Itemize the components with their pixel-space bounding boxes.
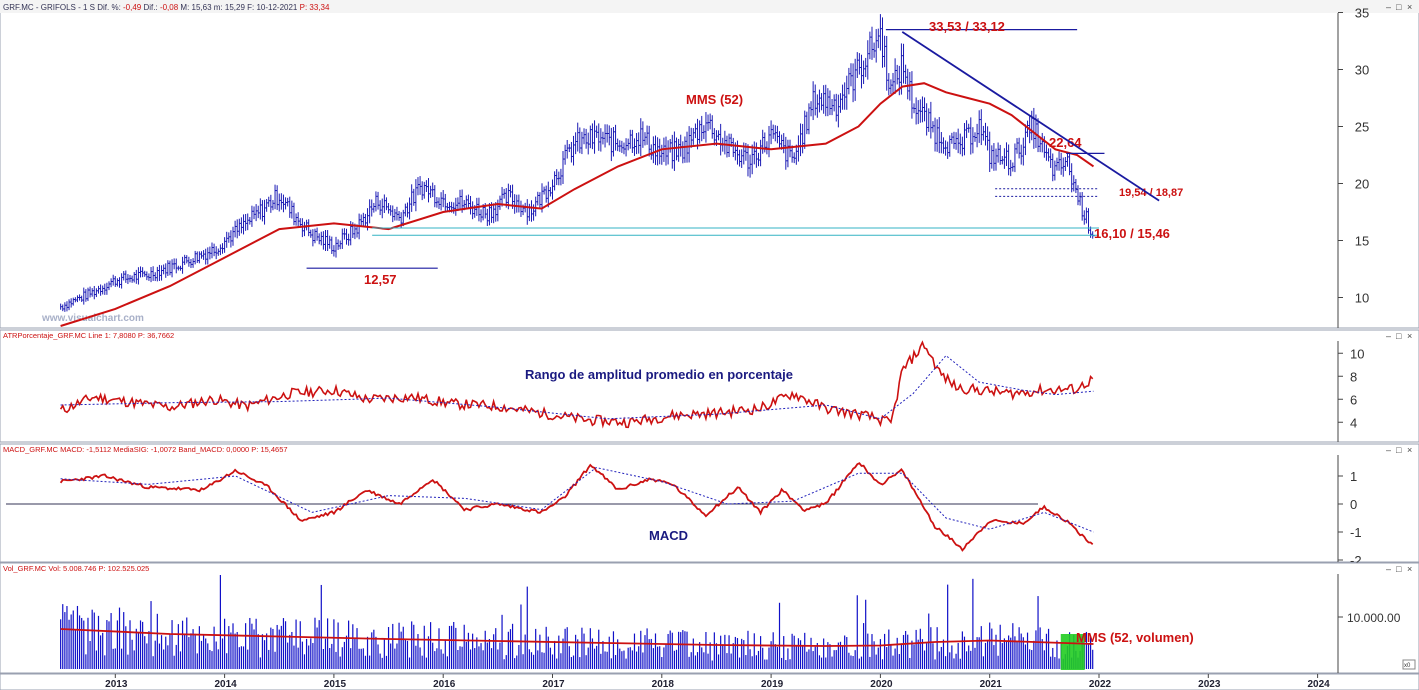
header-field: F: 10-12-2021 <box>245 3 298 12</box>
volume-mms-line <box>60 628 1094 647</box>
volume-mms-label: MMS (52, volumen) <box>1076 630 1194 645</box>
header-field: -0,49 <box>121 3 142 12</box>
watermark: www.visualchart.com <box>41 313 144 324</box>
volume-header: Vol_GRF.MC Vol: 5.008.746 P: 102.525.025 <box>3 564 149 573</box>
time-tick-label: 2021 <box>980 679 1003 690</box>
atr-y-tick-label: 10 <box>1350 346 1364 361</box>
price-y-tick-label: 20 <box>1355 177 1369 192</box>
minimize-icon[interactable]: – <box>1386 445 1391 455</box>
macd-header: MACD_GRF.MC MACD: -1,5112 MediaSIG: -1,0… <box>3 445 288 454</box>
time-tick-label: 2017 <box>542 679 565 690</box>
time-tick-label: 2023 <box>1198 679 1221 690</box>
time-tick-label: 2016 <box>433 679 456 690</box>
atr-title: Rango de amplitud promedio en porcentaje <box>525 367 793 382</box>
scale-toggle-button[interactable] <box>1402 659 1416 670</box>
price-pane: GRF.MC - GRIFOLS - 1 S Dif. %: -0,49 Dif… <box>0 0 1419 329</box>
time-tick-label: 2015 <box>324 679 347 690</box>
header-field: Dif. %: <box>95 3 121 12</box>
level-label: 22,64 <box>1049 135 1082 150</box>
minimize-icon[interactable]: – <box>1386 2 1391 12</box>
price-y-tick-label: 15 <box>1355 234 1369 249</box>
close-icon[interactable]: × <box>1407 2 1412 12</box>
atr-y-tick-label: 4 <box>1350 415 1357 430</box>
close-icon[interactable]: × <box>1407 564 1412 574</box>
macd-signal-line <box>60 467 1094 533</box>
maximize-icon[interactable]: □ <box>1396 331 1402 341</box>
time-tick-label: 2022 <box>1089 679 1112 690</box>
time-tick-label: 2018 <box>652 679 675 690</box>
price-header: GRF.MC - GRIFOLS - 1 S Dif. %: -0,49 Dif… <box>3 3 330 12</box>
volume-pane-frame <box>0 562 1419 674</box>
macd-pane-frame <box>0 443 1419 563</box>
atr-window-controls[interactable]: – □ × <box>1386 331 1412 341</box>
maximize-icon[interactable]: □ <box>1396 445 1402 455</box>
macd-y-tick-label: 0 <box>1350 497 1357 512</box>
atr-pane: ATRPorcentaje_GRF.MC Line 1: 7,8080 P: 3… <box>0 329 1419 443</box>
volume-pane: Vol_GRF.MC Vol: 5.008.746 P: 102.525.025… <box>0 562 1419 674</box>
price-y-tick-label: 30 <box>1355 63 1369 78</box>
resistance-label: 33,53 / 33,12 <box>929 19 1005 34</box>
atr-pane-frame <box>0 329 1419 443</box>
macd-window-controls[interactable]: – □ × <box>1386 445 1412 455</box>
time-tick-label: 2019 <box>761 679 784 690</box>
macd-y-tick-label: -2 <box>1350 553 1362 568</box>
price-y-tick-label: 10 <box>1355 291 1369 306</box>
price-bars <box>60 14 1095 312</box>
macd-pane: MACD_GRF.MC MACD: -1,5112 MediaSIG: -1,0… <box>0 443 1419 568</box>
scale-toggle-label[interactable]: x0 <box>1404 663 1411 669</box>
time-tick-label: 2014 <box>214 679 237 690</box>
time-tick-label: 2020 <box>870 679 893 690</box>
atr-y-tick-label: 6 <box>1350 392 1357 407</box>
band-label: 19,54 / 18,87 <box>1119 187 1183 199</box>
header-field: Dif.: <box>141 3 157 12</box>
macd-y-tick-label: -1 <box>1350 525 1362 540</box>
volume-y-tick-label: 10.000.00 <box>1347 611 1401 625</box>
volume-window-controls[interactable]: – □ × <box>1386 564 1412 574</box>
time-axis: 2013 2014 2015 2016 2017 2018 2019 2020 2021 2022… <box>0 673 1419 690</box>
minimize-icon[interactable]: – <box>1386 331 1391 341</box>
atr-header: ATRPorcentaje_GRF.MC Line 1: 7,8080 P: 3… <box>3 331 174 340</box>
close-icon[interactable]: × <box>1407 445 1412 455</box>
maximize-icon[interactable]: □ <box>1396 564 1402 574</box>
header-field: M: 15,63 <box>178 3 212 12</box>
support-label: 16,10 / 15,46 <box>1094 226 1170 241</box>
price-y-tick-label: 25 <box>1355 120 1369 135</box>
minimize-icon[interactable]: – <box>1386 564 1391 574</box>
header-field: P: 33,34 <box>297 3 330 12</box>
mms-label: MMS (52) <box>686 92 743 107</box>
header-field: m: 15,29 <box>212 3 246 12</box>
header-field: -0,08 <box>158 3 179 12</box>
downtrend-line <box>901 31 1160 202</box>
volume-highlight <box>1060 634 1085 670</box>
close-icon[interactable]: × <box>1407 331 1412 341</box>
price-window-controls[interactable]: – □ × <box>1386 2 1412 12</box>
atr-y-tick-label: 8 <box>1350 369 1357 384</box>
macd-y-tick-label: 1 <box>1350 469 1357 484</box>
price-header-bar <box>0 0 1419 13</box>
macd-title: MACD <box>649 528 688 543</box>
time-axis-frame <box>0 673 1419 690</box>
maximize-icon[interactable]: □ <box>1396 2 1402 12</box>
low-label: 12,57 <box>364 272 397 287</box>
atr-line <box>59 340 1094 429</box>
mms-52-line <box>60 82 1095 327</box>
time-tick-label: 2013 <box>105 679 128 690</box>
time-tick-label: 2024 <box>1307 679 1330 690</box>
price-y-tick-label: 35 <box>1355 6 1369 21</box>
price-pane-frame <box>0 0 1419 329</box>
header-field: GRF.MC - GRIFOLS - 1 S <box>3 3 95 12</box>
